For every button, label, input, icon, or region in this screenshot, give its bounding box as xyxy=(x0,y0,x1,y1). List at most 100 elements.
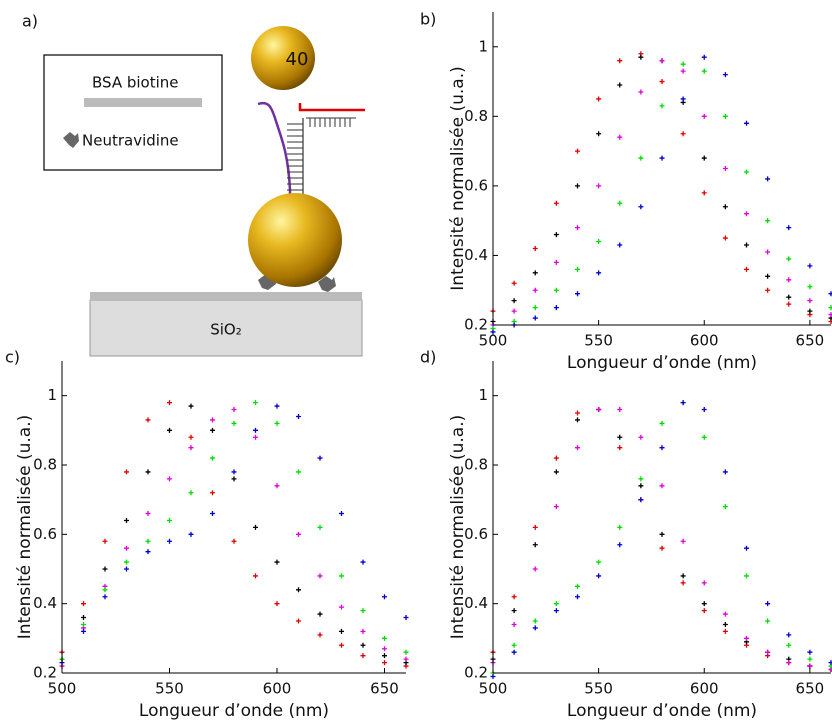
point xyxy=(382,653,387,659)
point xyxy=(659,445,665,451)
point xyxy=(575,410,580,416)
particle-label: 40 xyxy=(286,49,309,70)
point xyxy=(765,218,771,224)
point xyxy=(786,225,792,231)
point xyxy=(765,249,771,255)
point xyxy=(403,649,409,655)
point xyxy=(253,434,258,440)
point xyxy=(575,148,580,154)
point xyxy=(81,615,86,621)
x-tick-label: 650 xyxy=(370,680,399,698)
point xyxy=(722,611,728,617)
point xyxy=(296,531,301,537)
point xyxy=(339,604,344,610)
point xyxy=(124,469,129,475)
point xyxy=(317,524,323,530)
point xyxy=(210,417,215,423)
point xyxy=(828,312,832,318)
point xyxy=(575,183,580,189)
point xyxy=(382,594,387,600)
point xyxy=(553,287,559,293)
point xyxy=(807,263,813,269)
point xyxy=(124,545,129,551)
y-tick-label: 0.6 xyxy=(464,176,488,194)
point xyxy=(553,608,559,614)
y-tick-label: 1 xyxy=(478,37,488,55)
substrate-label: SiO₂ xyxy=(210,321,242,339)
point xyxy=(231,407,237,413)
point xyxy=(659,103,665,109)
point xyxy=(722,113,728,119)
point xyxy=(575,417,580,423)
point xyxy=(701,155,707,161)
point xyxy=(575,266,580,272)
point xyxy=(680,580,686,586)
y-axis-label: Intensité normalisée (u.a.) xyxy=(448,415,468,640)
point xyxy=(765,287,771,293)
y-tick-label: 0.8 xyxy=(464,456,488,474)
x-tick-label: 650 xyxy=(796,332,825,350)
y-tick-label: 0.4 xyxy=(33,594,57,612)
point xyxy=(701,608,707,614)
point xyxy=(360,653,366,659)
point xyxy=(807,649,813,655)
neutravidine-icon xyxy=(63,132,79,148)
point xyxy=(145,511,151,517)
point xyxy=(765,649,771,655)
point xyxy=(210,511,215,517)
point xyxy=(786,660,792,666)
x-tick-label: 550 xyxy=(584,332,613,350)
bsa-layer xyxy=(90,292,362,301)
point xyxy=(253,524,258,530)
point xyxy=(253,427,258,433)
point xyxy=(638,483,644,489)
point xyxy=(167,400,172,406)
point xyxy=(575,583,580,589)
point xyxy=(659,531,665,537)
point xyxy=(638,54,644,60)
point xyxy=(231,469,237,475)
charts: b) 0.2 0.4 0.6 0.8 1 500 550 600 650 Longueur d’on… xyxy=(5,10,832,721)
point xyxy=(575,594,580,600)
point xyxy=(553,504,559,510)
point xyxy=(532,566,538,572)
point xyxy=(145,538,151,544)
point xyxy=(210,490,215,496)
point xyxy=(532,245,538,251)
point xyxy=(617,200,623,206)
point xyxy=(382,635,387,641)
point xyxy=(511,280,517,286)
point xyxy=(575,225,580,231)
point xyxy=(596,183,602,189)
point xyxy=(575,291,580,297)
point xyxy=(701,54,707,60)
point xyxy=(596,573,602,579)
point xyxy=(360,608,366,614)
point xyxy=(511,621,517,627)
point xyxy=(532,625,538,631)
point xyxy=(680,61,686,67)
point xyxy=(102,594,108,600)
point xyxy=(490,329,496,335)
point xyxy=(511,298,517,304)
point xyxy=(188,531,194,537)
point xyxy=(145,417,151,423)
point xyxy=(231,476,237,482)
y-tick-label: 1 xyxy=(478,386,488,404)
point xyxy=(317,632,323,638)
point xyxy=(532,542,538,548)
point xyxy=(403,615,409,621)
point xyxy=(253,573,258,579)
point xyxy=(188,490,194,496)
y-tick-label: 0.6 xyxy=(464,525,488,543)
point xyxy=(511,308,517,314)
point xyxy=(490,673,496,679)
point xyxy=(659,155,665,161)
point xyxy=(296,413,301,419)
point xyxy=(317,455,323,461)
point xyxy=(532,287,538,293)
point xyxy=(744,545,749,551)
point xyxy=(807,298,813,304)
point xyxy=(360,628,366,634)
point xyxy=(722,621,728,627)
